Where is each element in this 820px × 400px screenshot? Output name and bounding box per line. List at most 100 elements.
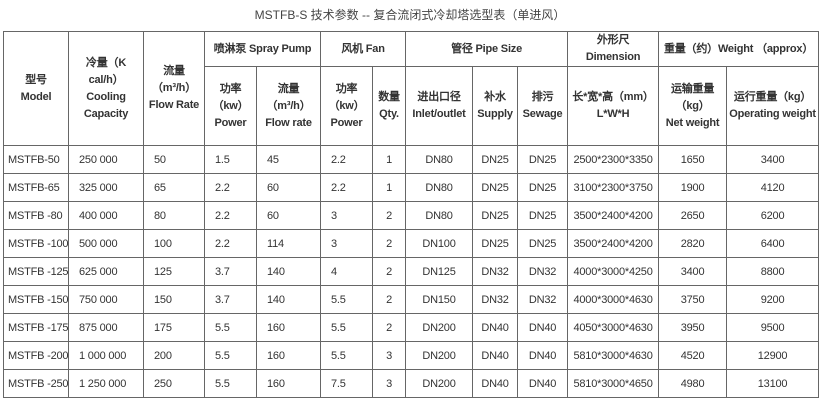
table-cell: 140 — [255, 257, 322, 286]
header-line: （kw） — [328, 99, 365, 112]
table-cell: 4000*3000*4630 — [567, 285, 660, 314]
header-line: 补水 — [484, 91, 506, 103]
table-cell: DN40 — [517, 369, 569, 398]
header-line: 排污 — [531, 91, 554, 103]
header-sewage: 排污 Sewage — [517, 66, 569, 146]
header-line: Capacity — [83, 107, 129, 120]
table-cell: 9200 — [726, 285, 820, 314]
table-cell: 400 000 — [68, 201, 144, 230]
header-line: Net weight — [665, 116, 720, 129]
header-line: L*W*H — [596, 108, 630, 120]
table-cell: 7.5 — [320, 369, 374, 398]
table-cell: 5.5 — [204, 313, 257, 342]
table-cell: 4050*3000*4630 — [567, 313, 660, 342]
table-cell: 2.2 — [204, 201, 257, 230]
table-cell: 4120 — [726, 173, 820, 202]
table-cell: 5810*3000*4630 — [567, 341, 660, 370]
table-cell: 125 — [143, 257, 205, 286]
table-body: MSTFB-50 250 000 50 1.5 45 2.2 1 DN80 DN25 DN25 25… — [3, 145, 820, 398]
table-cell: 1900 — [658, 173, 728, 202]
table-cell: 1 250 000 — [68, 369, 144, 398]
table-cell: 160 — [255, 313, 322, 342]
table-cell: DN100 — [405, 229, 474, 258]
table-row: MSTFB -200 1 000 000 200 5.5 160 5.5 3 DN200 DN4… — [3, 341, 820, 370]
table-cell: 2 — [372, 285, 407, 314]
table-cell: DN32 — [472, 257, 519, 286]
header-lwh: 长*宽*高（mm） L*W*H — [567, 66, 660, 146]
table-cell: 5810*3000*4650 — [567, 369, 660, 398]
header-line: cal/h） — [88, 73, 124, 86]
header-spray-pump: 喷淋泵 Spray Pump — [203, 31, 322, 67]
table-cell: DN200 — [405, 313, 474, 342]
table-cell: 3750 — [658, 285, 728, 314]
header-fan: 风机 Fan — [320, 31, 407, 67]
table-cell: 3 — [372, 341, 407, 370]
header-line: （m³/h） — [151, 82, 197, 94]
header-line: 型号 — [25, 73, 47, 86]
table-cell: 3100*2300*3750 — [567, 173, 660, 202]
table-cell: DN80 — [405, 145, 474, 174]
header-line: 运行重量（kg） — [733, 91, 812, 103]
header-pump-power: 功率 （kw） Power — [204, 66, 257, 146]
table-cell: DN40 — [517, 341, 569, 370]
table-cell: 12900 — [726, 341, 820, 370]
table-cell: 200 — [143, 341, 205, 370]
table-cell: MSTFB-65 — [3, 173, 69, 202]
table-cell: 4 — [320, 257, 374, 286]
table-cell: 2 — [372, 257, 407, 286]
table-cell: 2820 — [658, 229, 728, 258]
table-cell: 3400 — [658, 257, 728, 286]
header-line: Inlet/outlet — [412, 108, 466, 120]
table-cell: 5.5 — [320, 341, 374, 370]
header-line: （kg） — [675, 99, 710, 112]
table-cell: 2.2 — [320, 173, 374, 202]
table-cell: MSTFB-50 — [3, 145, 69, 174]
header-net-weight: 运输重量 （kg） Net weight — [658, 66, 728, 146]
table-cell: DN25 — [517, 145, 569, 174]
table-cell: 3950 — [658, 313, 728, 342]
table-cell: DN200 — [405, 369, 474, 398]
table-row: MSTFB -175 875 000 175 5.5 160 5.5 2 DN200 DN40 D… — [3, 313, 820, 342]
table-cell: 50 — [143, 145, 205, 174]
table-cell: DN125 — [405, 257, 474, 286]
table-cell: MSTFB -250 — [3, 369, 69, 398]
table-cell: DN32 — [517, 285, 569, 314]
table-cell: 4520 — [658, 341, 728, 370]
table-cell: 3500*2400*4200 — [567, 229, 660, 258]
table-cell: 1650 — [658, 145, 728, 174]
header-line: Sewage — [522, 108, 563, 120]
table-cell: DN32 — [472, 285, 519, 314]
header-line: Operating weight — [729, 108, 816, 120]
header-line: 长*宽*高（mm） — [572, 91, 654, 103]
table-cell: 1 — [372, 173, 407, 202]
table-cell: 2.2 — [320, 145, 374, 174]
table-cell: DN25 — [472, 201, 519, 230]
table-cell: 2.2 — [204, 173, 257, 202]
table-title: MSTFB-S 技术参数 -- 复合流闭式冷却塔选型表（单进风） — [254, 8, 566, 22]
table-cell: DN25 — [517, 229, 569, 258]
table-cell: DN40 — [472, 369, 519, 398]
header-fan-qty: 数量 Qty. — [372, 66, 407, 146]
table-cell: 60 — [255, 173, 322, 202]
table-cell: 5.5 — [204, 341, 257, 370]
table-row: MSTFB -250 1 250 000 250 5.5 160 7.5 3 DN200 DN4… — [3, 369, 820, 398]
header-line: Flow rate — [265, 116, 312, 129]
header-cooling-capacity: 冷量（K cal/h） Cooling Capacity — [68, 31, 144, 146]
header-line: 数量 — [378, 91, 400, 103]
table-cell: 625 000 — [68, 257, 144, 286]
header-dimension: 外形尺Dimension — [567, 31, 660, 67]
header-line: Power — [214, 116, 247, 129]
table-cell: 5.5 — [320, 313, 374, 342]
table-cell: DN40 — [517, 313, 569, 342]
table-cell: DN200 — [405, 341, 474, 370]
table-cell: 6400 — [726, 229, 820, 258]
table-cell: 1 — [372, 145, 407, 174]
table-cell: DN40 — [472, 341, 519, 370]
table-cell: 6200 — [726, 201, 820, 230]
header-flow-rate: 流量 （m³/h） Flow Rate — [143, 31, 205, 146]
table-cell: 750 000 — [68, 285, 144, 314]
table-cell: 3 — [320, 201, 374, 230]
header-fan-power: 功率 （kw） Power — [320, 66, 374, 146]
header-line: 流量 — [163, 65, 185, 77]
table-cell: 4980 — [658, 369, 728, 398]
